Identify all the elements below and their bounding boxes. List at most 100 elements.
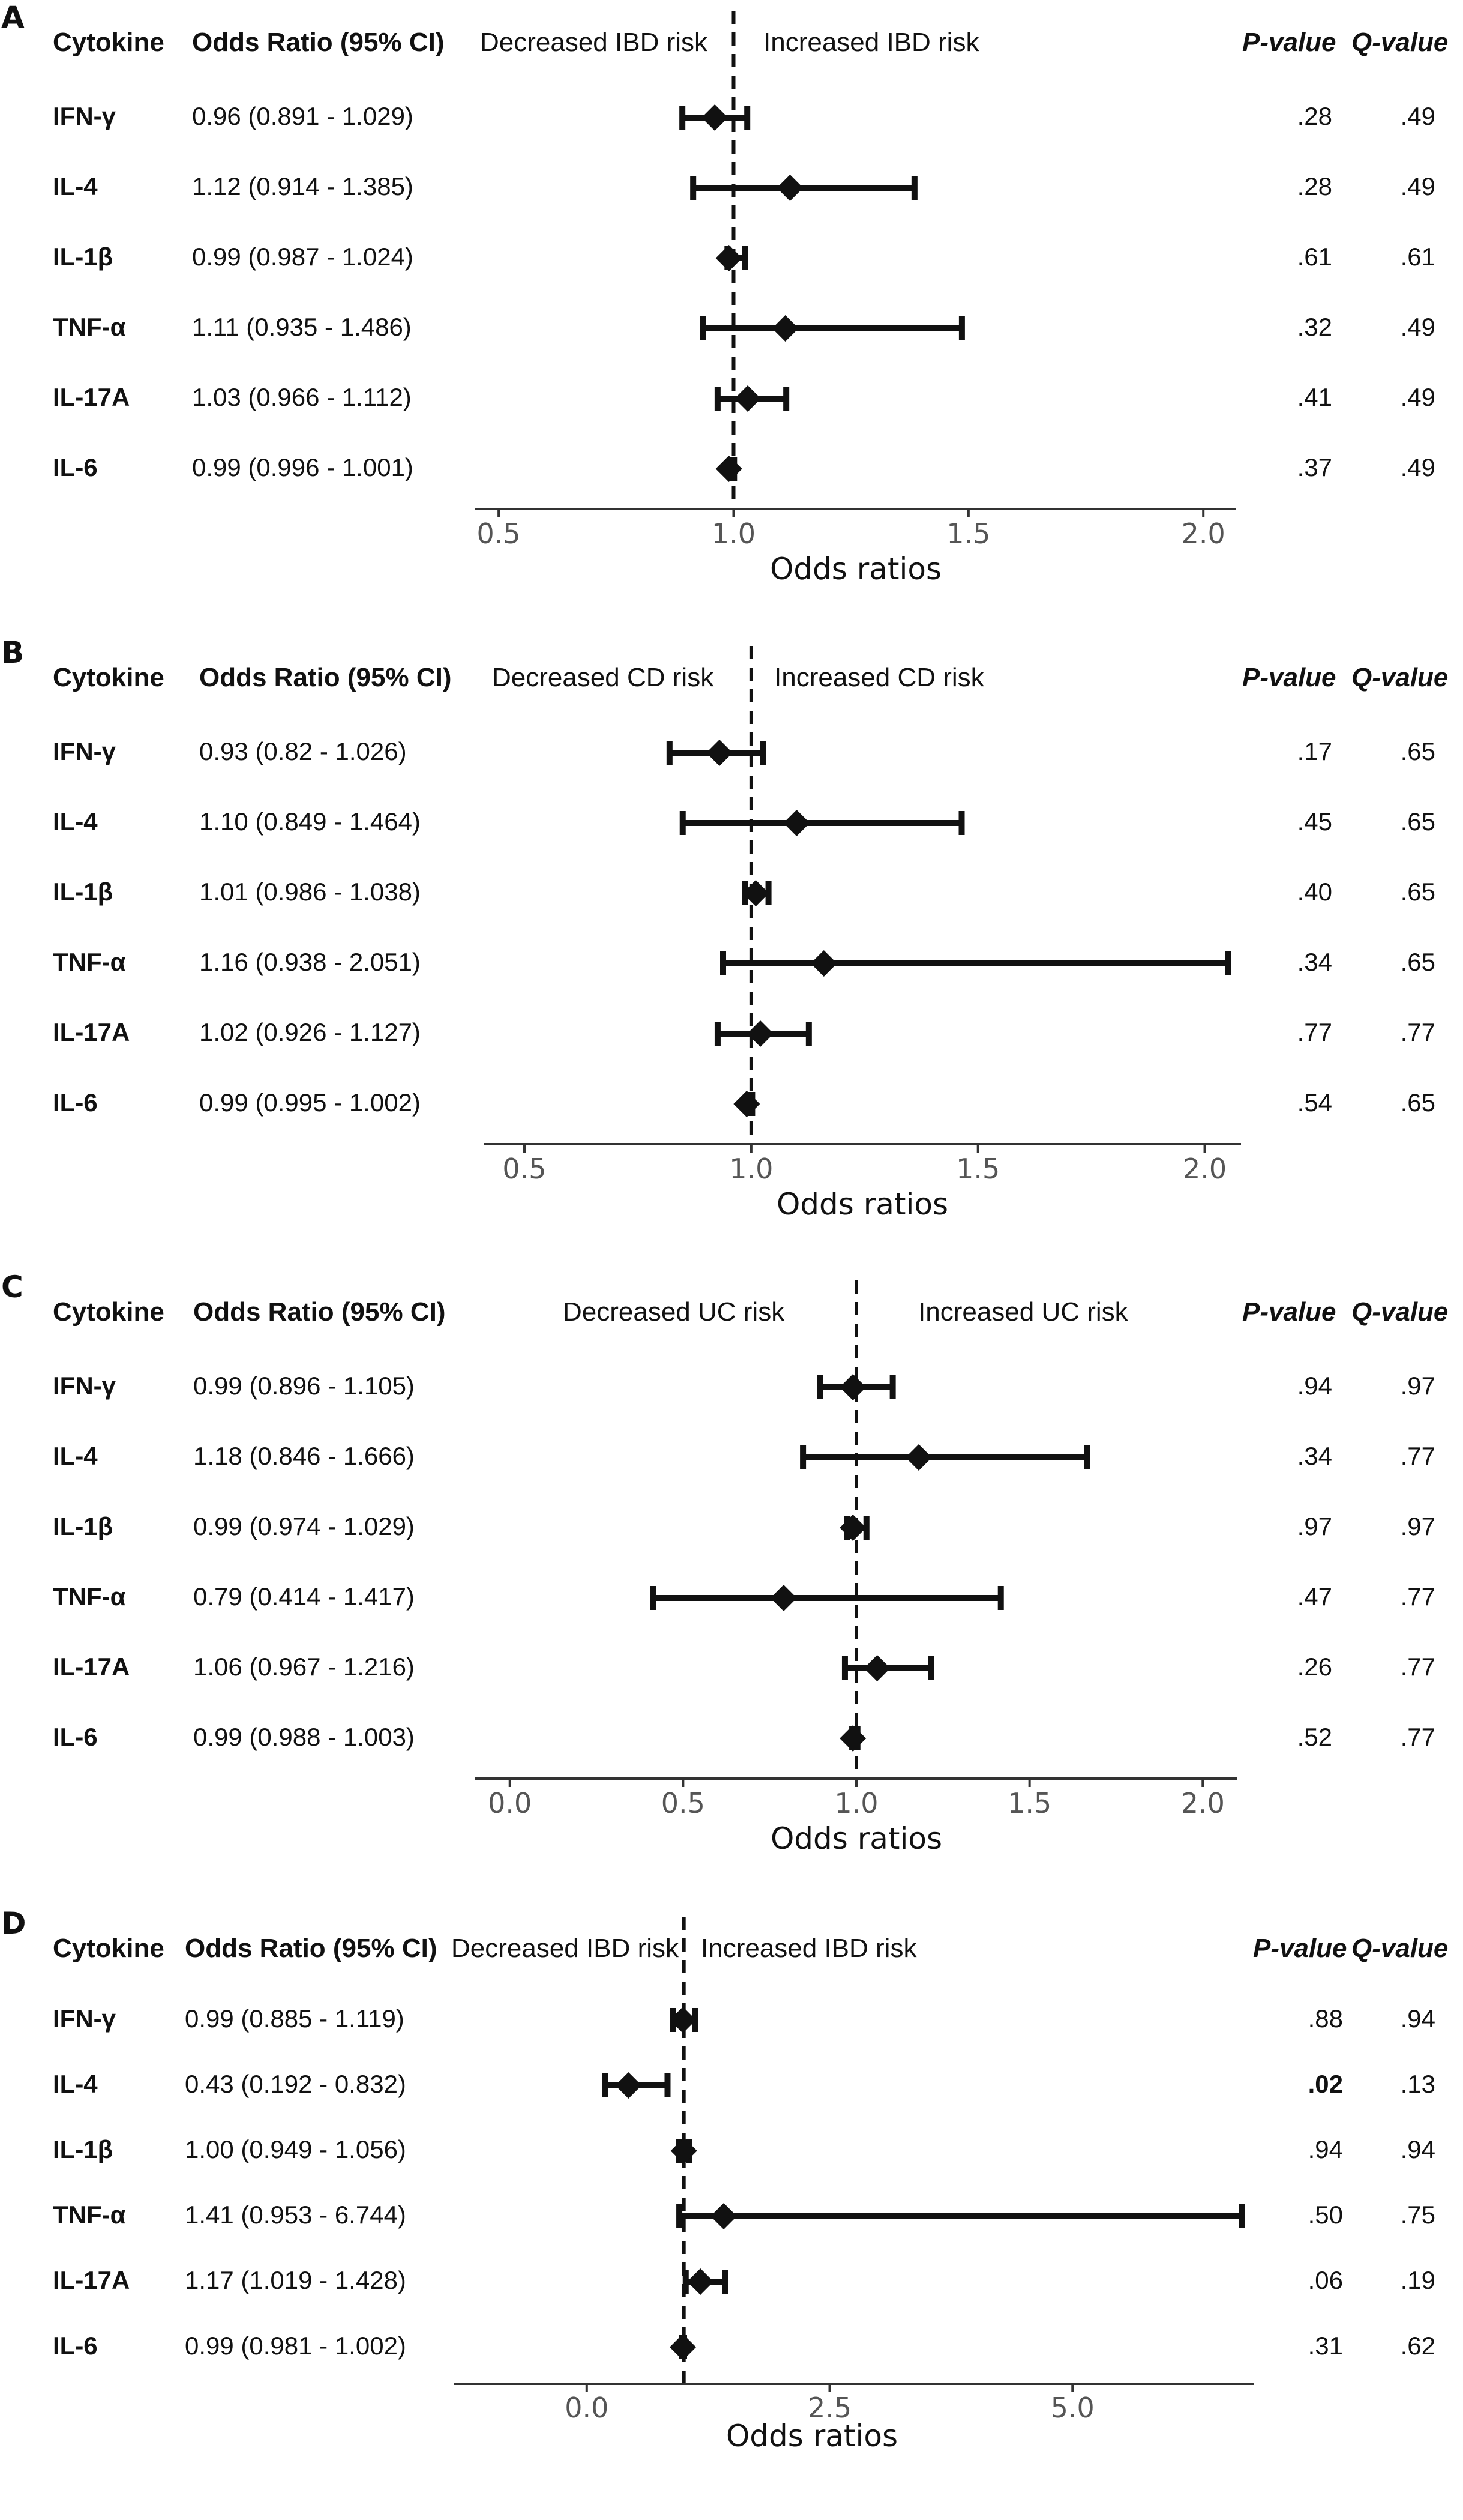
header-odds-ratio: Odds Ratio (95% CI) bbox=[199, 663, 452, 692]
cytokine-label: IL-17A bbox=[53, 1653, 130, 1681]
p-value: .26 bbox=[1297, 1653, 1332, 1681]
q-value: .49 bbox=[1400, 172, 1435, 200]
x-tick-label: 1.0 bbox=[712, 517, 756, 550]
q-value: .65 bbox=[1400, 948, 1435, 976]
p-value: .97 bbox=[1297, 1512, 1332, 1540]
cytokine-label: IFN-γ bbox=[53, 1372, 116, 1400]
cytokine-label: IFN-γ bbox=[53, 102, 116, 130]
panel-letter: C bbox=[1, 1270, 23, 1304]
forest-plot-b: 0.5 1.0 1.5 2.0 Odds ratios bbox=[484, 646, 1241, 1222]
cytokine-label: IL-1β bbox=[53, 243, 113, 271]
cytokine-label: IL-17A bbox=[53, 383, 130, 411]
p-value: .34 bbox=[1297, 948, 1332, 976]
direction-label-increased: Increased CD risk bbox=[774, 663, 984, 692]
x-tick-label: 5.0 bbox=[1051, 2392, 1095, 2424]
direction-label-increased: Increased IBD risk bbox=[701, 1934, 917, 1963]
panel-letter: A bbox=[1, 0, 25, 35]
odds-ratio-text: 1.41 (0.953 - 6.744) bbox=[185, 2201, 406, 2229]
odds-ratio-text: 0.99 (0.995 - 1.002) bbox=[199, 1088, 421, 1117]
point-estimate-diamond bbox=[670, 2007, 697, 2033]
odds-ratio-text: 0.99 (0.981 - 1.002) bbox=[185, 2332, 406, 2360]
panel-d: D Cytokine Odds Ratio (95% CI) P-value Q-val… bbox=[0, 1906, 1463, 2520]
panel-c: C Cytokine Odds Ratio (95% CI) P-value Q-val… bbox=[0, 1270, 1463, 1884]
p-value: .54 bbox=[1297, 1088, 1332, 1117]
p-value: .41 bbox=[1297, 383, 1332, 411]
p-value: .94 bbox=[1308, 2135, 1343, 2163]
x-tick-label: 1.0 bbox=[729, 1153, 773, 1185]
point-estimate-diamond bbox=[840, 1374, 867, 1400]
q-value: .94 bbox=[1400, 2004, 1435, 2033]
point-estimate-diamond bbox=[701, 104, 728, 131]
q-value: .49 bbox=[1400, 453, 1435, 481]
q-value: .65 bbox=[1400, 737, 1435, 765]
direction-label-increased: Increased IBD risk bbox=[763, 28, 979, 57]
odds-ratio-text: 1.18 (0.846 - 1.666) bbox=[193, 1442, 415, 1470]
point-estimate-diamond bbox=[777, 175, 804, 201]
odds-ratio-text: 0.96 (0.891 - 1.029) bbox=[192, 102, 413, 130]
direction-label-increased: Increased UC risk bbox=[918, 1297, 1128, 1327]
q-value: .49 bbox=[1400, 102, 1435, 130]
odds-ratio-text: 1.16 (0.938 - 2.051) bbox=[199, 948, 421, 976]
point-estimate-diamond bbox=[772, 315, 799, 342]
cytokine-label: IFN-γ bbox=[53, 2004, 116, 2033]
odds-ratio-text: 1.06 (0.967 - 1.216) bbox=[193, 1653, 415, 1681]
point-estimate-diamond bbox=[715, 456, 742, 482]
header-odds-ratio: Odds Ratio (95% CI) bbox=[185, 1934, 437, 1963]
point-estimate-diamond bbox=[687, 2268, 714, 2295]
x-tick-label: 2.5 bbox=[808, 2392, 852, 2424]
cytokine-label: IL-6 bbox=[53, 1088, 98, 1117]
q-value: .77 bbox=[1400, 1723, 1435, 1751]
x-tick-label: 2.0 bbox=[1181, 1787, 1225, 1819]
header-p-value: P-value bbox=[1242, 663, 1336, 692]
q-value: .65 bbox=[1400, 807, 1435, 836]
odds-ratio-text: 0.99 (0.896 - 1.105) bbox=[193, 1372, 415, 1400]
point-estimate-diamond bbox=[670, 2138, 697, 2164]
header-p-value: P-value bbox=[1253, 1934, 1347, 1963]
direction-label-decreased: Decreased IBD risk bbox=[480, 28, 708, 57]
q-value: .62 bbox=[1400, 2332, 1435, 2360]
cytokine-label: IL-1β bbox=[53, 1512, 113, 1540]
header-cytokine: Cytokine bbox=[53, 663, 164, 692]
odds-ratio-text: 1.10 (0.849 - 1.464) bbox=[199, 807, 421, 836]
q-value: .77 bbox=[1400, 1442, 1435, 1470]
odds-ratio-text: 0.93 (0.82 - 1.026) bbox=[199, 737, 407, 765]
x-tick-label: 0.0 bbox=[565, 2392, 608, 2424]
q-value: .19 bbox=[1400, 2266, 1435, 2294]
cytokine-label: TNF-α bbox=[53, 313, 126, 341]
p-value: .50 bbox=[1308, 2201, 1343, 2229]
header-cytokine: Cytokine bbox=[53, 1297, 164, 1327]
direction-label-decreased: Decreased UC risk bbox=[563, 1297, 785, 1327]
p-value: .31 bbox=[1308, 2332, 1343, 2360]
x-tick-label: 1.0 bbox=[834, 1787, 878, 1819]
point-estimate-diamond bbox=[770, 1585, 797, 1611]
header-odds-ratio: Odds Ratio (95% CI) bbox=[192, 28, 445, 57]
odds-ratio-text: 0.99 (0.996 - 1.001) bbox=[192, 453, 413, 481]
p-value: .02 bbox=[1308, 2070, 1343, 2098]
panel-a: A Cytokine Odds Ratio (95% CI) P-value Q-val… bbox=[0, 0, 1463, 614]
odds-ratio-text: 0.99 (0.885 - 1.119) bbox=[185, 2004, 404, 2033]
odds-ratio-text: 1.11 (0.935 - 1.486) bbox=[192, 313, 412, 341]
cytokine-label: IL-17A bbox=[53, 1018, 130, 1046]
header-p-value: P-value bbox=[1242, 1297, 1336, 1327]
q-value: .77 bbox=[1400, 1582, 1435, 1611]
odds-ratio-text: 0.99 (0.988 - 1.003) bbox=[193, 1723, 415, 1751]
point-estimate-diamond bbox=[905, 1444, 932, 1471]
forest-plot-c: 0.0 0.5 1.0 1.5 2.0 Odds ratios bbox=[475, 1280, 1237, 1856]
p-value: .61 bbox=[1297, 243, 1332, 271]
cytokine-label: IL-4 bbox=[53, 172, 98, 200]
point-estimate-diamond bbox=[864, 1655, 891, 1681]
x-axis-title: Odds ratios bbox=[771, 1821, 942, 1856]
odds-ratio-text: 1.02 (0.926 - 1.127) bbox=[199, 1018, 421, 1046]
q-value: .94 bbox=[1400, 2135, 1435, 2163]
p-value: .32 bbox=[1297, 313, 1332, 341]
cytokine-label: IFN-γ bbox=[53, 737, 116, 765]
forest-plot-a: 0.5 1.0 1.5 2.0 Odds ratios bbox=[475, 11, 1236, 586]
point-estimate-diamond bbox=[734, 385, 761, 412]
p-value: .47 bbox=[1297, 1582, 1332, 1611]
q-value: .75 bbox=[1400, 2201, 1435, 2229]
p-value: .17 bbox=[1297, 737, 1332, 765]
cytokine-label: IL-6 bbox=[53, 453, 98, 481]
odds-ratio-text: 1.01 (0.986 - 1.038) bbox=[199, 878, 421, 906]
panel-letter: D bbox=[1, 1906, 26, 1941]
q-value: .49 bbox=[1400, 383, 1435, 411]
